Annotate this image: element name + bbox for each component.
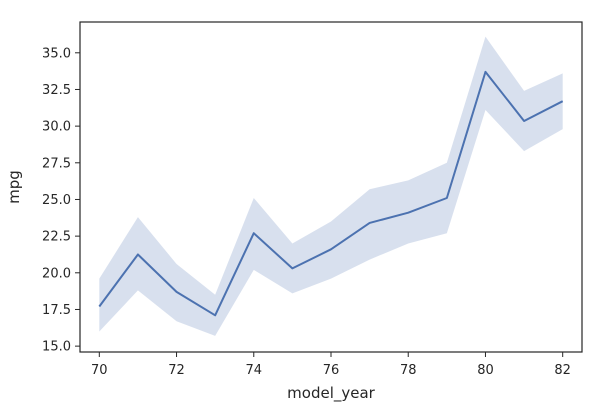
x-tick-label: 82 — [554, 363, 571, 378]
y-tick-label: 27.5 — [42, 156, 71, 171]
x-axis: 70 72 74 76 78 80 82 — [91, 352, 571, 378]
y-tick-label: 25.0 — [42, 193, 71, 208]
x-tick-label: 76 — [323, 363, 340, 378]
x-tick-label: 74 — [245, 363, 262, 378]
y-tick-label: 15.0 — [42, 340, 71, 355]
y-tick-label: 22.5 — [42, 230, 71, 245]
y-tick-label: 32.5 — [42, 83, 71, 98]
y-tick-label: 20.0 — [42, 266, 71, 281]
x-tick-label: 72 — [168, 363, 185, 378]
series-line — [98, 70, 564, 317]
confidence-band — [99, 36, 563, 336]
x-tick-label: 80 — [477, 363, 494, 378]
x-tick-label: 78 — [400, 363, 417, 378]
y-tick-label: 17.5 — [42, 303, 71, 318]
x-tick-label: 70 — [91, 363, 108, 378]
y-tick-label: 30.0 — [42, 120, 71, 135]
plot-area — [98, 36, 564, 336]
y-axis-label: mpg — [5, 170, 23, 204]
y-tick-label: 35.0 — [42, 46, 71, 61]
y-axis: 15.0 17.5 20.0 22.5 25.0 27.5 30.0 32.5 35.0 — [42, 46, 80, 355]
x-axis-label: model_year — [287, 384, 376, 403]
